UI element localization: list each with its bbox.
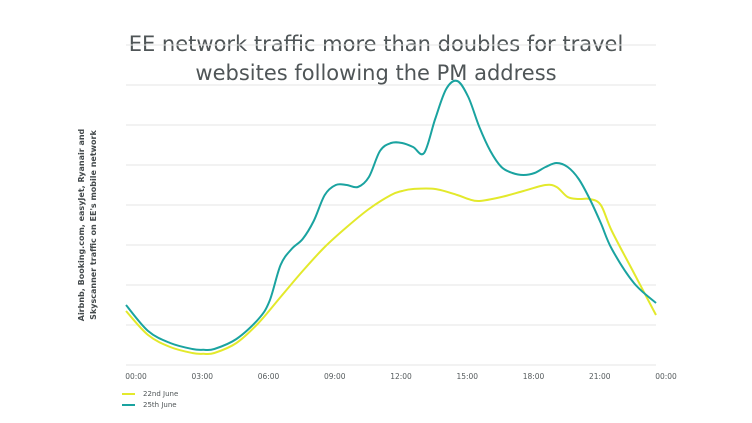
y-axis-label-line-1: Airbnb, Booking.com, easyJet, Ryanair an… [77,128,86,321]
legend-label-25th-june: 25th June [143,400,177,409]
x-axis-ticks: 00:00 03:00 06:00 09:00 12:00 15:00 18:00 21:00… [125,372,677,381]
x-tick-label: 09:00 [324,372,346,381]
chart-title-line-1: EE network traffic more than doubles for… [128,32,624,56]
y-axis-label-line-2: Skyscanner traffic on EE's mobile networ… [89,130,98,320]
x-tick-label: 18:00 [523,372,545,381]
x-tick-label: 15:00 [456,372,478,381]
series-line-25th-june [125,79,657,352]
legend-item-22nd-june: 22nd June [122,388,178,399]
legend-swatch-22nd-june [122,392,135,395]
x-tick-label: 06:00 [258,372,280,381]
series-lines [125,79,657,356]
legend-swatch-25th-june [122,403,135,406]
legend: 22nd June 25th June [122,388,178,410]
legend-label-22nd-june: 22nd June [143,389,179,398]
series-line-22nd-june [125,183,657,356]
x-tick-label: 00:00 [125,372,147,381]
legend-item-25th-june: 25th June [122,399,178,410]
gridlines [126,44,656,366]
x-tick-label: 00:00 [655,372,677,381]
chart-title-line-2: websites following the PM address [195,61,557,85]
x-tick-label: 12:00 [390,372,412,381]
chart-title: EE network traffic more than doubles for… [0,30,752,88]
x-tick-label: 21:00 [589,372,611,381]
x-tick-label: 03:00 [191,372,213,381]
y-axis-label: Airbnb, Booking.com, easyJet, Ryanair an… [77,128,98,321]
